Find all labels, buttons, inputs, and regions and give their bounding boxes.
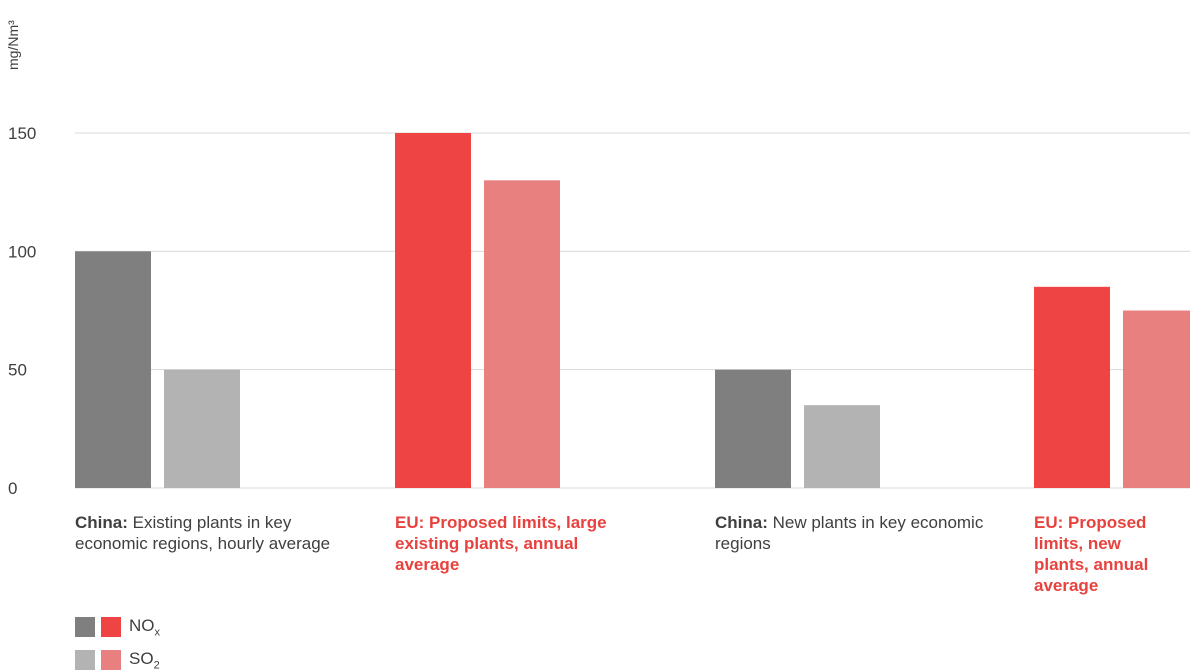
bar-nox-category-3 [715,369,791,488]
legend-swatch-eu-so2 [101,650,121,670]
bar-nox-category-1 [75,251,151,488]
bar-nox-category-4 [1034,286,1110,488]
category-label-4: EU: Proposed limits, new plants, annual … [1034,513,1149,595]
legend-label-so2: SO2 [129,648,160,672]
bar-so2-category-2 [484,180,560,489]
category-label-3: China: New plants in key economic region… [715,513,984,553]
legend-label-nox: NOx [129,615,160,639]
bar-so2-category-1 [164,369,240,488]
y-tick-label-50: 50 [8,361,27,380]
y-tick-label-0: 0 [8,479,17,498]
bar-so2-category-3 [804,405,880,488]
bar-so2-category-4 [1123,310,1190,488]
category-label-1: China: Existing plants in key economic r… [75,513,331,553]
y-axis-label: mg/Nm³ [5,20,21,70]
bar-nox-category-2 [395,133,471,488]
y-tick-label-100: 100 [8,242,36,261]
legend-nox: NOx [75,615,160,639]
legend-swatch-china-so2 [75,650,95,670]
category-label-2: EU: Proposed limits, large existing plan… [395,513,607,574]
legend-so2: SO2 [75,648,160,672]
legend-swatch-china-nox [75,617,95,637]
y-tick-label-150: 150 [8,124,36,143]
legend-swatch-eu-nox [101,617,121,637]
